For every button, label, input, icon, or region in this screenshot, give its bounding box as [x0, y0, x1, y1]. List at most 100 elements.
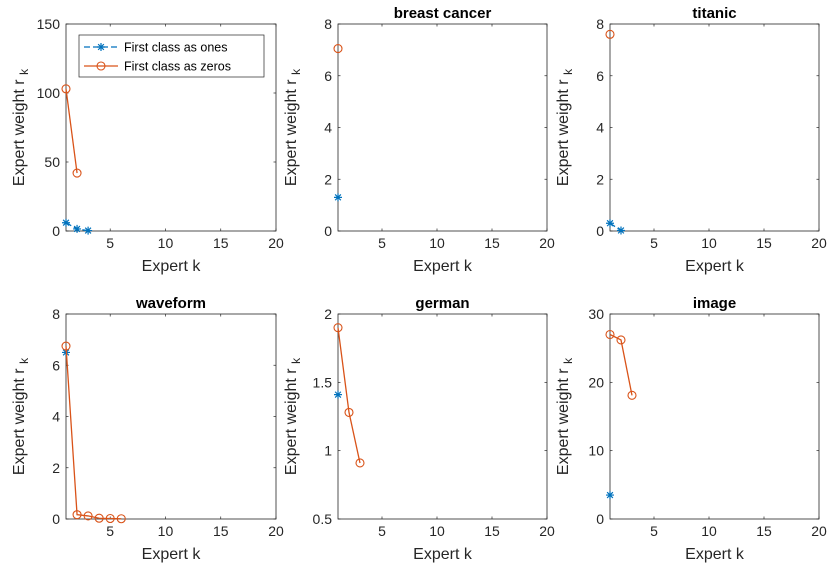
y-tick-label: 0 [52, 511, 60, 527]
legend-box [78, 34, 265, 78]
chart-title: breast cancer [394, 5, 492, 22]
data-point [344, 407, 354, 417]
x-axis-label: Expert k [413, 258, 473, 275]
data-point [73, 224, 82, 233]
y-tick-label: 8 [324, 16, 332, 32]
data-point [355, 458, 365, 468]
y-tick-label: 8 [596, 16, 604, 32]
data-point [105, 513, 115, 524]
x-tick-label: 10 [158, 235, 174, 251]
x-tick-label: 15 [213, 235, 229, 251]
y-axis-label-subscript: k [289, 357, 303, 364]
y-axis-label-main: Expert weight r [555, 75, 572, 186]
y-tick-label: 2 [596, 171, 604, 187]
axes-box [65, 313, 277, 520]
y-axis-label-main: Expert weight r [11, 364, 28, 475]
data-point [627, 390, 637, 400]
x-tick-label: 5 [378, 235, 386, 251]
chart-title: german [415, 295, 469, 312]
y-tick-label: 6 [52, 357, 60, 373]
x-tick-label: 5 [106, 523, 114, 539]
y-tick-label: 20 [588, 374, 604, 390]
series-1 [62, 218, 93, 235]
plot-area [66, 314, 276, 519]
x-tick-label: 15 [756, 523, 772, 539]
series-line [65, 88, 78, 174]
y-axis-label-subscript: k [17, 357, 31, 364]
y-tick-label: 1 [324, 443, 332, 459]
x-tick-label: 10 [429, 235, 445, 251]
y-axis-label-main: Expert weight r [555, 364, 572, 475]
y-tick-label: 6 [596, 68, 604, 84]
series-line [337, 327, 361, 464]
data-point [333, 323, 343, 333]
data-point [84, 226, 93, 235]
data-point [334, 390, 342, 399]
data-point [62, 218, 70, 227]
axes-box [609, 313, 820, 520]
x-tick-label: 15 [213, 523, 229, 539]
y-tick-label: 2 [324, 171, 332, 187]
y-tick-label: 30 [588, 306, 604, 322]
y-tick-label: 0 [324, 223, 332, 239]
legend-label: First class as ones [124, 41, 228, 55]
data-point [605, 29, 615, 39]
y-axis-label-subscript: k [289, 68, 303, 75]
y-axis-label-main: Expert weight r [11, 75, 28, 186]
y-axis-label: Expert weight r k [555, 357, 575, 475]
axes-box [609, 23, 820, 232]
legend-marker [96, 61, 106, 71]
series-2 [61, 341, 126, 524]
legend: First class as ones First class as zeros [78, 34, 265, 78]
x-axis-label: Expert k [685, 546, 745, 563]
y-tick-label: 6 [324, 68, 332, 84]
plot-area [610, 24, 819, 231]
x-tick-label: 15 [484, 235, 500, 251]
y-tick-label: 150 [37, 16, 61, 32]
legend-label: First class as zeros [124, 60, 231, 74]
x-tick-label: 15 [756, 235, 772, 251]
x-tick-label: 15 [484, 523, 500, 539]
data-point [606, 219, 614, 228]
y-tick-label: 0 [596, 511, 604, 527]
plot-area [338, 24, 547, 231]
data-point [72, 510, 82, 520]
data-point [61, 84, 71, 94]
x-tick-label: 20 [811, 523, 827, 539]
plot-area [610, 314, 819, 519]
legend-marker [97, 43, 105, 51]
series-1 [334, 390, 342, 399]
chart-panel-4: 5 10 15 20 0 2 4 6 8 waveform Expert k Expert weigh… [11, 295, 284, 563]
x-axis-label: Expert k [142, 546, 202, 563]
data-point [616, 335, 626, 345]
chart-panel-6: 5 10 15 20 0 10 20 30 image Expert k Expert weight… [555, 295, 827, 563]
y-tick-label: 1.5 [313, 374, 333, 390]
series-2 [333, 44, 343, 54]
x-axis-label: Expert k [142, 258, 202, 275]
y-tick-label: 8 [52, 306, 60, 322]
chart-title: waveform [135, 295, 206, 312]
y-tick-label: 4 [596, 120, 604, 136]
y-tick-label: 4 [52, 409, 60, 425]
chart-title: image [693, 295, 736, 312]
x-tick-label: 20 [268, 523, 284, 539]
chart-panel-2: 5 10 15 20 0 2 4 6 8 breast cancer Expert k Expert … [283, 5, 555, 275]
y-axis-label: Expert weight r k [555, 68, 575, 186]
data-point [94, 513, 104, 523]
y-tick-label: 0.5 [313, 511, 333, 527]
data-point [333, 44, 343, 54]
x-tick-label: 10 [701, 235, 717, 251]
y-axis-label: Expert weight r k [11, 357, 31, 475]
data-point [334, 193, 342, 202]
series-2 [605, 29, 615, 39]
y-axis-label-main: Expert weight r [283, 75, 300, 186]
plot-area [338, 314, 547, 519]
x-axis-label: Expert k [413, 546, 473, 563]
y-axis-label-subscript: k [561, 357, 575, 364]
axes-box [337, 23, 548, 232]
data-point [83, 511, 93, 521]
series-2 [61, 84, 82, 178]
y-axis-label-subscript: k [561, 68, 575, 75]
x-axis-label: Expert k [685, 258, 745, 275]
